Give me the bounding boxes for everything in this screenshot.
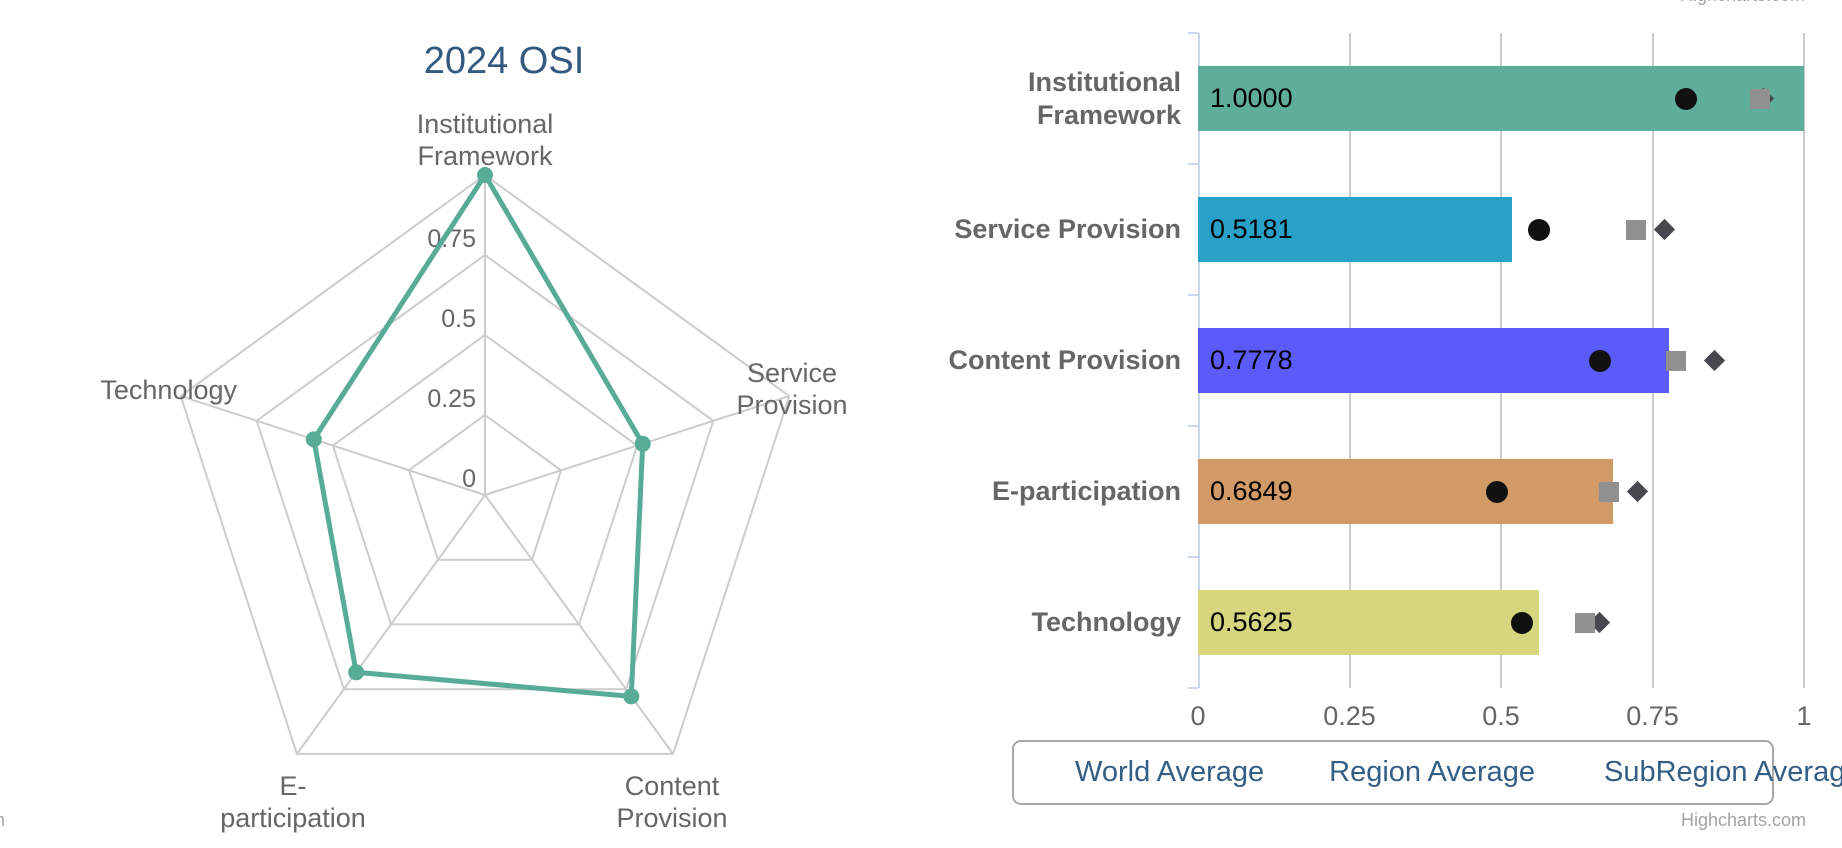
radar-tick-label: 0 bbox=[462, 465, 476, 493]
radar-grid-ring bbox=[331, 333, 639, 626]
bar-highcharts-credit: Highcharts.com bbox=[1680, 810, 1806, 830]
x-axis-tick-label: 0 bbox=[1190, 701, 1206, 731]
category-label-line: Framework bbox=[1036, 99, 1181, 130]
subregion-average-marker bbox=[1749, 88, 1770, 109]
radar-highcharts-credit: Highcharts.com bbox=[0, 810, 5, 831]
legend-item-world-average[interactable]: World Average bbox=[1040, 756, 1264, 789]
radar-series-line bbox=[311, 172, 646, 699]
category-label-line: Content Provision bbox=[948, 345, 1181, 375]
subregion-average-marker bbox=[1599, 481, 1620, 502]
bar-service-provision: 0.5181 bbox=[1198, 197, 1512, 262]
region-average-marker bbox=[1703, 349, 1725, 372]
radar-axis-label: Institutional bbox=[417, 109, 554, 139]
radar-axis-label: Provision bbox=[616, 803, 727, 833]
radar-tick-label: 0.5 bbox=[441, 305, 476, 333]
radar-chart: 2024 OSI 0 0.25 0.5 0.75 Institutional Framew… bbox=[0, 40, 848, 833]
radar-chart-title: 2024 OSI bbox=[423, 40, 585, 82]
subregion-average-square-icon bbox=[1571, 763, 1590, 782]
legend-label: Region Average bbox=[1329, 756, 1536, 788]
radar-data-point bbox=[477, 167, 493, 183]
legend: World Average Region Average SubRegion A… bbox=[1012, 740, 1842, 805]
legend-label: World Average bbox=[1075, 756, 1265, 788]
radar-data-point bbox=[623, 688, 640, 705]
category-label: Content Provision bbox=[761, 328, 1181, 394]
category-label: E-participation bbox=[761, 459, 1181, 525]
radar-data-point bbox=[348, 664, 365, 681]
gridline bbox=[1803, 33, 1805, 688]
subregion-average-marker bbox=[1665, 350, 1686, 371]
category-label: Institutional Framework bbox=[761, 66, 1181, 132]
axis-tick bbox=[1188, 556, 1198, 558]
radar-axis-label: Provision bbox=[736, 390, 847, 420]
category-label: Service Provision bbox=[761, 197, 1181, 263]
radar-axis-label: E- bbox=[280, 771, 307, 801]
radar-plot: 00.250.50.75InstitutionalFrameworkServic… bbox=[100, 109, 847, 833]
bar-value-label: 0.7778 bbox=[1210, 345, 1293, 375]
x-axis-tick-label: 0.5 bbox=[1482, 701, 1520, 731]
radar-grid-ring bbox=[407, 413, 563, 561]
bar-value-label: 0.6849 bbox=[1210, 476, 1293, 506]
bar-e-participation: 0.6849 bbox=[1198, 459, 1614, 524]
radar-grid-ring bbox=[179, 173, 791, 755]
radar-data-point bbox=[634, 435, 651, 452]
x-axis-tick-label: 0.75 bbox=[1626, 701, 1679, 731]
world-average-marker bbox=[1674, 87, 1697, 110]
legend-item-subregion-average[interactable]: SubRegion Average bbox=[1571, 756, 1842, 789]
bar-chart: 1.0000 Institutional Framework 0.5181 Servic… bbox=[940, 0, 1842, 848]
radar-grid-ring bbox=[255, 253, 715, 691]
bar-technology: 0.5625 bbox=[1198, 590, 1539, 655]
legend-label: SubRegion Average bbox=[1604, 756, 1842, 788]
category-label-line: Service Provision bbox=[954, 214, 1181, 244]
axis-tick bbox=[1188, 425, 1198, 427]
radar-axis-label: Framework bbox=[417, 141, 553, 171]
radar-grid-spoke bbox=[484, 494, 674, 755]
bar-value-label: 0.5181 bbox=[1210, 214, 1293, 244]
category-label-line: E-participation bbox=[991, 476, 1181, 506]
category-label: Technology bbox=[761, 590, 1181, 656]
world-average-marker bbox=[1589, 349, 1612, 372]
x-axis-tick-label: 1 bbox=[1796, 701, 1812, 731]
world-average-marker bbox=[1511, 611, 1534, 634]
radar-axis-label: Technology bbox=[100, 375, 237, 405]
region-average-marker bbox=[1627, 480, 1649, 503]
axis-tick bbox=[1188, 163, 1198, 165]
bar-institutional-framework: 1.0000 bbox=[1198, 66, 1804, 131]
region-average-diamond-icon bbox=[1297, 762, 1318, 783]
world-average-circle-icon bbox=[1040, 762, 1061, 783]
axis-tick bbox=[1188, 294, 1198, 296]
subregion-average-marker bbox=[1575, 612, 1596, 633]
radar-tick-label: 0.25 bbox=[427, 385, 476, 413]
axis-tick bbox=[1188, 32, 1198, 34]
legend-item-region-average[interactable]: Region Average bbox=[1300, 756, 1535, 789]
top-highcharts-credit: Highcharts.com bbox=[1680, 0, 1805, 6]
bar-value-label: 1.0000 bbox=[1210, 83, 1293, 113]
region-average-marker bbox=[1654, 218, 1676, 241]
category-label-line: Institutional bbox=[1028, 66, 1181, 97]
radar-data-point bbox=[305, 431, 322, 448]
radar-axis-label: Service bbox=[747, 358, 837, 388]
world-average-marker bbox=[1485, 480, 1508, 503]
axis-tick bbox=[1188, 687, 1198, 689]
radar-grid-spoke bbox=[296, 494, 486, 755]
radar-grid-spoke bbox=[180, 395, 486, 496]
category-label-line: Technology bbox=[1031, 607, 1181, 637]
radar-axis-label: participation bbox=[220, 803, 366, 833]
radar-axis-label: Content bbox=[625, 771, 720, 801]
bar-value-label: 0.5625 bbox=[1210, 607, 1293, 637]
subregion-average-marker bbox=[1626, 219, 1647, 240]
x-axis-tick-label: 0.25 bbox=[1323, 701, 1376, 731]
world-average-marker bbox=[1527, 218, 1550, 241]
